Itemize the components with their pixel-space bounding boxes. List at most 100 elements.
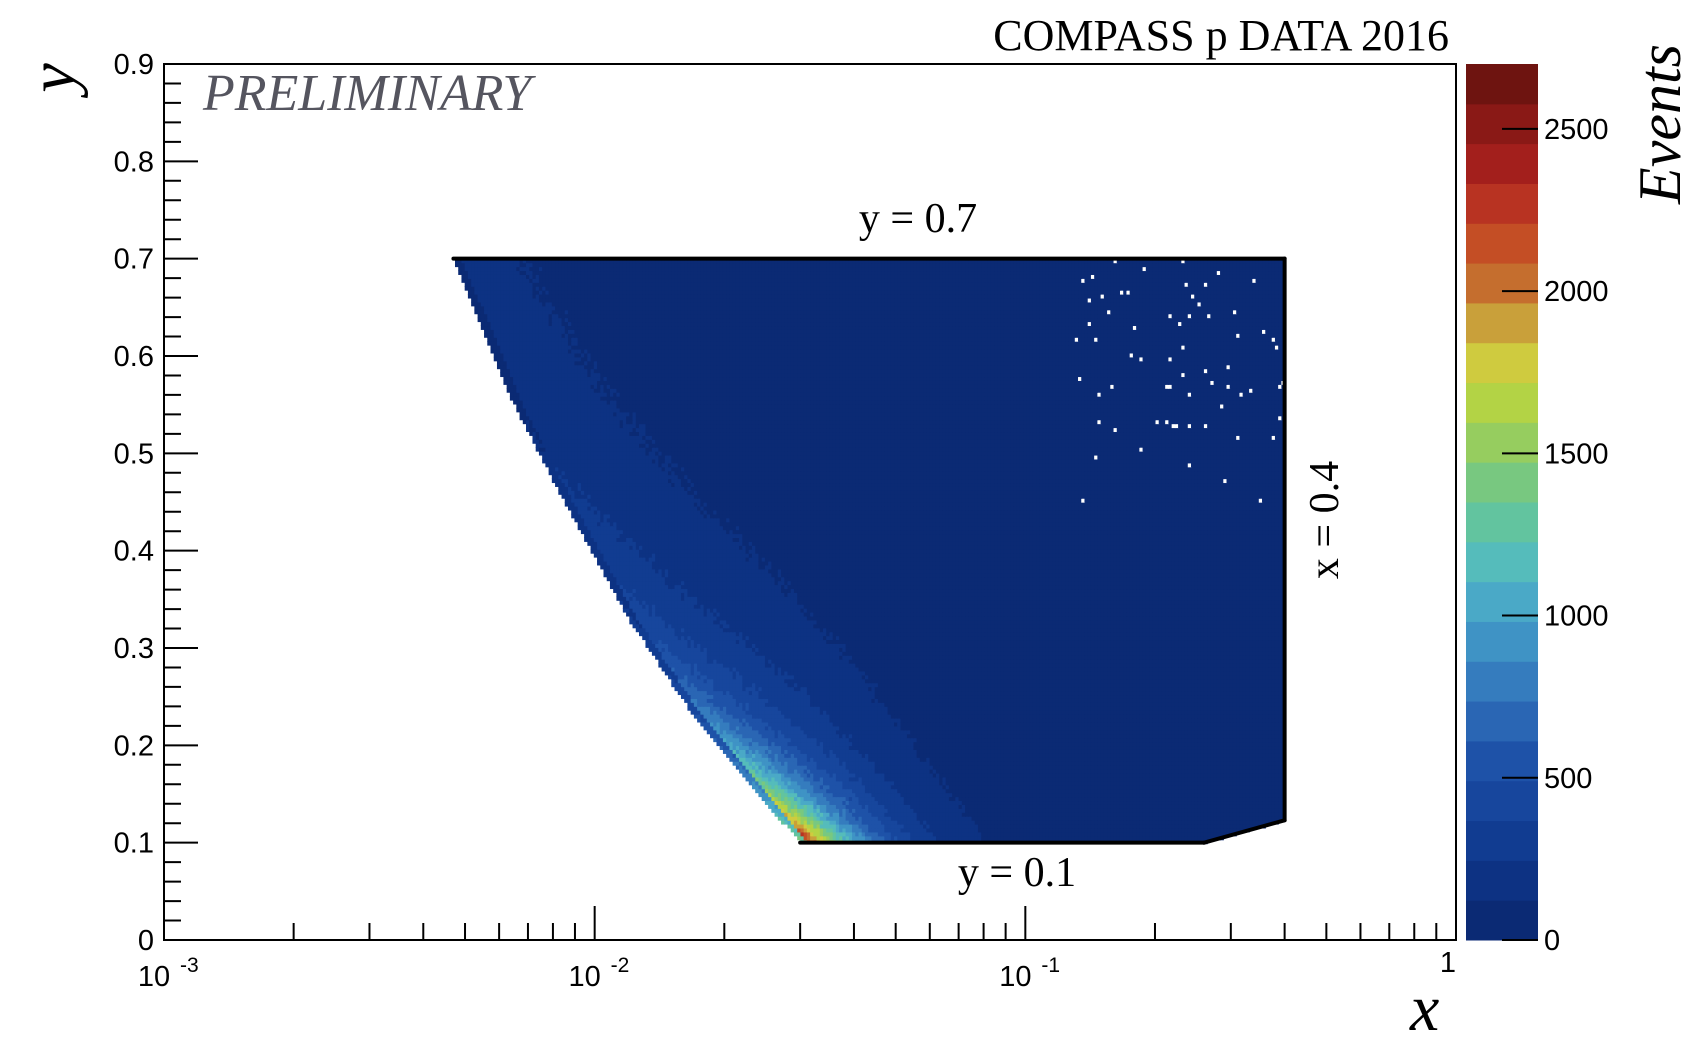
heatmap-cell: [990, 769, 995, 774]
heatmap-cell: [1200, 808, 1205, 813]
heatmap-cell: [1200, 796, 1205, 802]
heatmap-cell: [826, 769, 831, 774]
heatmap-cell: [868, 835, 873, 841]
heatmap-cell: [861, 820, 866, 825]
heatmap-cell: [829, 792, 834, 798]
heatmap-cell: [926, 780, 931, 786]
heatmap-cell: [932, 788, 937, 794]
heatmap-cell: [1255, 792, 1260, 798]
heatmap-cell: [1174, 835, 1179, 841]
heatmap-cell: [1048, 835, 1053, 841]
heatmap-cell: [952, 804, 956, 809]
heatmap-cell: [803, 808, 808, 813]
heatmap-cell: [1197, 804, 1202, 809]
heatmap-cell: [761, 776, 766, 782]
heatmap-cell: [1029, 757, 1034, 762]
heatmap-cell: [1213, 769, 1218, 774]
heatmap-cell: [877, 792, 882, 798]
heatmap-cell: [835, 788, 840, 794]
heatmap-cell: [1084, 816, 1089, 821]
heatmap-cell: [977, 761, 982, 766]
heatmap-cell: [1000, 816, 1005, 821]
heatmap-cell: [790, 804, 795, 809]
heatmap-cell: [1010, 823, 1015, 829]
heatmap-cell: [1007, 820, 1011, 825]
heatmap-cell: [826, 816, 831, 821]
heatmap-cell: [1178, 823, 1182, 829]
heatmap-cell: [1184, 796, 1189, 802]
heatmap-cell: [1090, 792, 1095, 798]
heatmap-cell: [1229, 827, 1234, 833]
heatmap-cell: [935, 827, 940, 833]
heatmap-cell: [1232, 776, 1237, 782]
heatmap-cell: [816, 808, 821, 813]
heatmap-cell: [848, 827, 853, 833]
heatmap-cell: [1252, 804, 1257, 809]
heatmap-cell: [881, 761, 885, 766]
heatmap-cell: [990, 761, 995, 766]
heatmap-cell: [1036, 788, 1040, 794]
heatmap-cell: [994, 780, 998, 786]
heatmap-cell: [952, 788, 956, 794]
heatmap-cell: [1213, 757, 1218, 762]
heatmap-cell: [1197, 780, 1202, 786]
heatmap-cell: [945, 812, 950, 817]
heatmap-cell: [887, 776, 892, 782]
heatmap-cell: [835, 765, 840, 770]
heatmap-cell: [942, 772, 947, 778]
heatmap-cell: [1123, 776, 1128, 782]
heatmap-cell: [984, 788, 989, 794]
heatmap-cell: [1242, 765, 1247, 770]
heatmap-cell: [839, 776, 843, 782]
heatmap-cell: [877, 784, 882, 790]
heatmap-cell: [1197, 788, 1202, 794]
heatmap-cell: [1052, 792, 1057, 798]
heatmap-cell: [1007, 757, 1011, 762]
heatmap-cell: [1168, 820, 1173, 825]
heatmap-cell: [1110, 804, 1115, 809]
heatmap-cell: [800, 808, 805, 813]
heatmap-cell: [1081, 796, 1086, 802]
heatmap-cell: [1271, 812, 1276, 817]
heatmap-cell: [1136, 804, 1140, 809]
heatmap-cell: [1042, 812, 1047, 817]
heatmap-cell: [1042, 788, 1047, 794]
heatmap-cell: [1236, 784, 1241, 790]
heatmap-cell: [1023, 827, 1027, 833]
heatmap-cell: [1226, 788, 1231, 794]
heatmap-cell: [984, 761, 989, 766]
heatmap-cell: [881, 808, 885, 813]
heatmap-cell: [1258, 784, 1263, 790]
heatmap-cell: [1226, 780, 1231, 786]
heatmap-cell: [903, 827, 908, 833]
heatmap-cell: [1010, 796, 1015, 802]
heatmap-cell: [1074, 823, 1079, 829]
heatmap-cell: [1100, 792, 1105, 798]
heatmap-cell: [806, 835, 811, 841]
heatmap-cell: [916, 820, 921, 825]
heatmap-cell: [771, 761, 776, 766]
heatmap-cell: [1065, 796, 1069, 802]
heatmap-cell: [926, 823, 931, 829]
heatmap-cell: [1032, 761, 1037, 766]
heatmap-cell: [1255, 776, 1260, 782]
heatmap-cell: [774, 796, 779, 802]
heatmap-cell: [1097, 816, 1102, 821]
heatmap-cell: [1026, 788, 1031, 794]
heatmap-cell: [890, 804, 895, 809]
heatmap-cell: [1220, 792, 1224, 798]
heatmap-cell: [852, 765, 856, 770]
heatmap-cell: [1052, 776, 1057, 782]
heatmap-cell: [1094, 800, 1098, 805]
heatmap-cell: [1116, 772, 1121, 778]
heatmap-cell: [1113, 820, 1118, 825]
heatmap-cell: [1107, 820, 1111, 825]
heatmap-cell: [1103, 820, 1108, 825]
heatmap-cell: [965, 835, 969, 841]
heatmap-cell: [1084, 772, 1089, 778]
heatmap-cell: [1045, 780, 1050, 786]
heatmap-cell: [1084, 769, 1089, 774]
heatmap-cell: [1249, 800, 1253, 805]
heatmap-cell: [784, 796, 789, 802]
heatmap-cell: [823, 796, 827, 802]
